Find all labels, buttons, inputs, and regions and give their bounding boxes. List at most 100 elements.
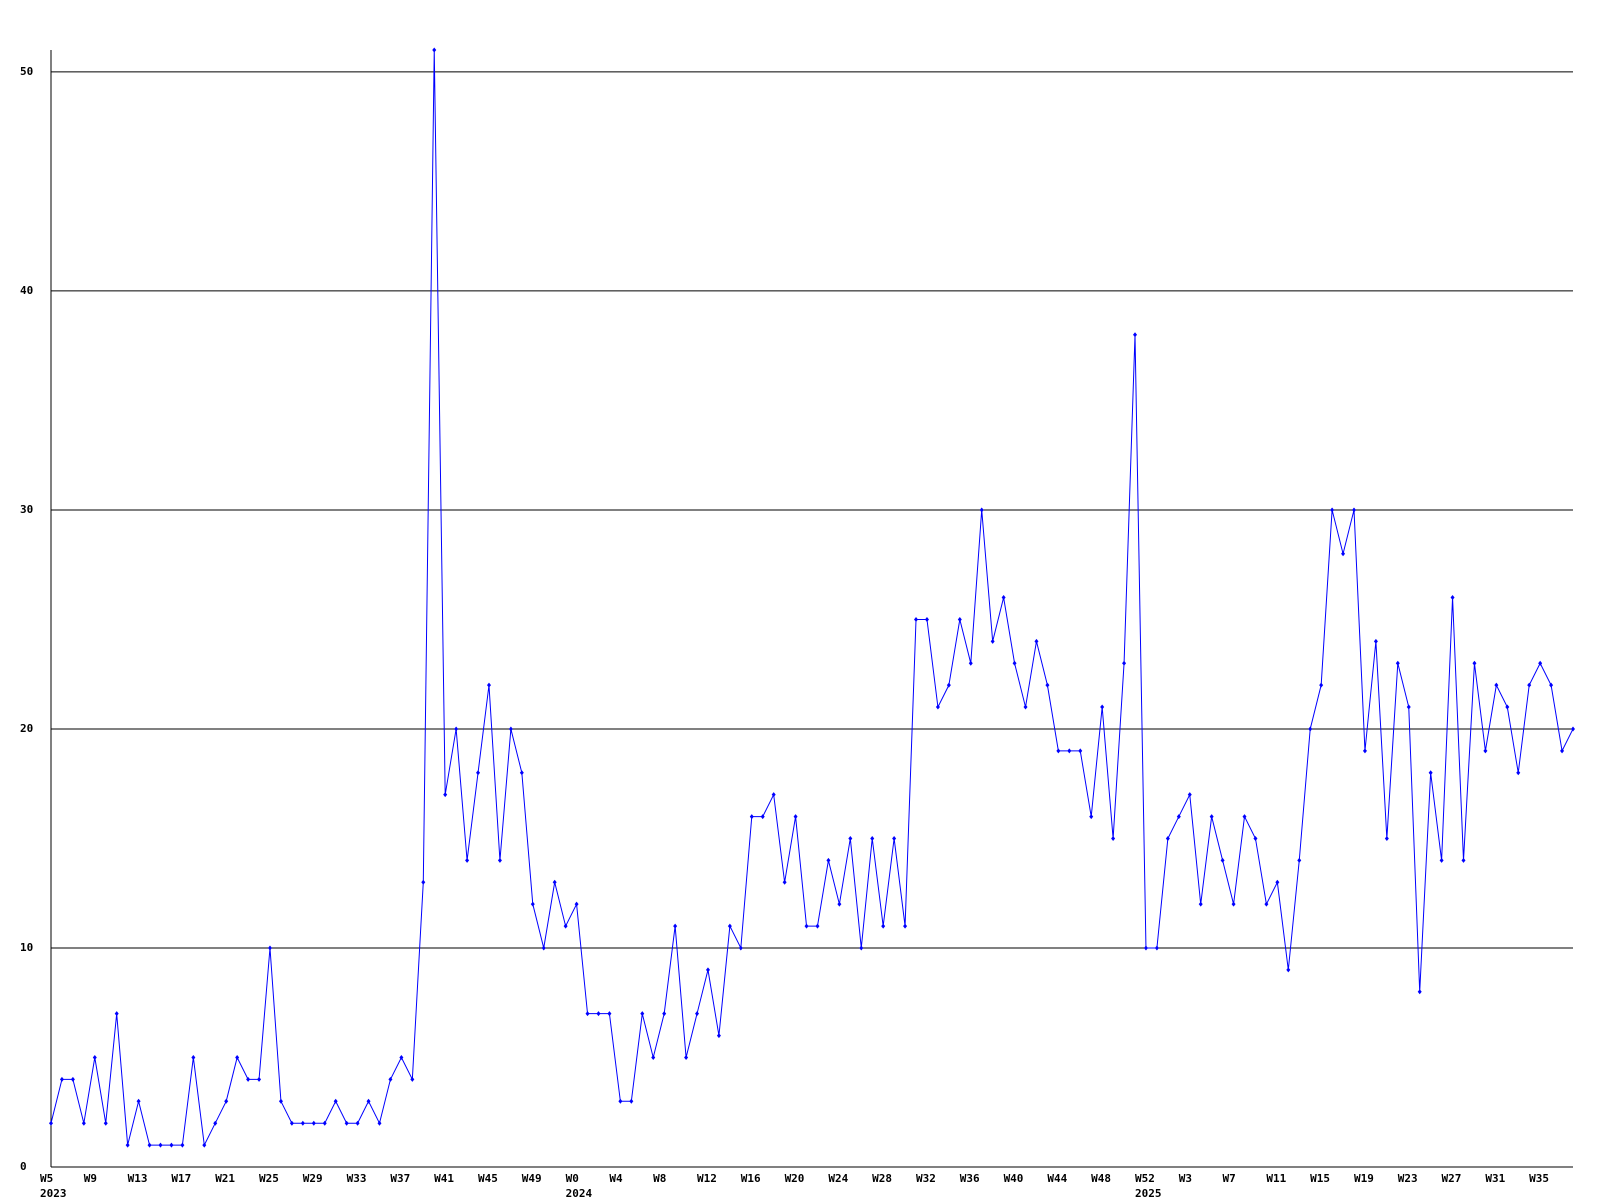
point-marker (443, 792, 448, 798)
point-marker (508, 726, 513, 732)
point-marker (1100, 704, 1105, 710)
point-marker (695, 1011, 700, 1017)
point-marker (1505, 704, 1510, 710)
y-tick-label: 50 (20, 65, 33, 78)
point-marker (1527, 682, 1532, 688)
point-marker (1352, 507, 1357, 513)
x-tick-label: W44 (1047, 1172, 1067, 1185)
point-marker (1089, 814, 1094, 820)
point-marker (903, 923, 908, 929)
point-marker (815, 923, 820, 929)
point-marker (1023, 704, 1028, 710)
point-marker (1067, 748, 1072, 754)
x-tick-label: W5 (40, 1172, 53, 1185)
point-marker (673, 923, 678, 929)
x-tick-label: W13 (128, 1172, 148, 1185)
x-tick-label: W0 (566, 1172, 579, 1185)
x-tick-label: W21 (215, 1172, 235, 1185)
x-tick-label: W27 (1442, 1172, 1462, 1185)
point-marker (924, 616, 929, 622)
point-marker (1406, 704, 1411, 710)
point-marker (1176, 814, 1181, 820)
point-marker (870, 835, 875, 841)
point-marker (213, 1120, 218, 1126)
point-marker (333, 1098, 338, 1104)
point-marker (81, 1120, 86, 1126)
point-marker (1560, 748, 1565, 754)
point-marker (92, 1054, 97, 1060)
point-marker (476, 770, 481, 776)
point-marker (432, 47, 437, 53)
point-marker (1549, 682, 1554, 688)
x-tick-label: W3 (1179, 1172, 1192, 1185)
point-marker (1198, 901, 1203, 907)
point-marker (1209, 814, 1214, 820)
point-marker (267, 945, 272, 951)
point-marker (300, 1120, 305, 1126)
point-marker (1275, 879, 1280, 885)
point-marker (311, 1120, 316, 1126)
point-marker (191, 1054, 196, 1060)
point-marker (1417, 989, 1422, 995)
point-marker (1264, 901, 1269, 907)
point-marker (366, 1098, 371, 1104)
point-marker (914, 616, 919, 622)
point-marker (158, 1142, 163, 1148)
point-marker (1078, 748, 1083, 754)
x-tick-label: W24 (828, 1172, 848, 1185)
point-marker (738, 945, 743, 951)
point-marker (169, 1142, 174, 1148)
point-marker (410, 1076, 415, 1082)
point-marker (1111, 835, 1116, 841)
point-marker (355, 1120, 360, 1126)
point-marker (49, 1120, 53, 1126)
point-marker (103, 1120, 108, 1126)
point-marker (1056, 748, 1061, 754)
point-marker (716, 1033, 721, 1039)
y-tick-label: 30 (20, 503, 33, 516)
point-marker (1341, 551, 1346, 557)
x-tick-label: W4 (609, 1172, 623, 1185)
x-group-label: 2024 (566, 1187, 593, 1200)
x-tick-label: W37 (390, 1172, 410, 1185)
point-marker (782, 879, 787, 885)
point-marker (935, 704, 940, 710)
point-marker (1165, 835, 1170, 841)
point-marker (1297, 857, 1302, 863)
x-tick-label: W11 (1266, 1172, 1286, 1185)
x-group-label: 2025 (1135, 1187, 1162, 1200)
point-marker (180, 1142, 185, 1148)
point-marker (662, 1011, 667, 1017)
point-marker (235, 1054, 240, 1060)
point-marker (1143, 945, 1148, 951)
point-marker (552, 879, 557, 885)
point-marker (585, 1011, 590, 1017)
point-marker (1154, 945, 1159, 951)
point-marker (1516, 770, 1521, 776)
point-marker (1187, 792, 1192, 798)
point-marker (1472, 660, 1477, 666)
point-marker (705, 967, 710, 973)
point-marker (114, 1011, 119, 1017)
x-tick-label: W49 (522, 1172, 542, 1185)
point-marker (1308, 726, 1313, 732)
point-marker (519, 770, 524, 776)
point-marker (1428, 770, 1433, 776)
x-tick-label: W19 (1354, 1172, 1374, 1185)
point-marker (1253, 835, 1258, 841)
point-marker (727, 923, 732, 929)
point-marker (946, 682, 951, 688)
point-marker (804, 923, 809, 929)
point-marker (388, 1076, 393, 1082)
point-marker (892, 835, 897, 841)
point-marker (344, 1120, 349, 1126)
point-marker (147, 1142, 152, 1148)
point-marker (1461, 857, 1466, 863)
point-marker (1483, 748, 1488, 754)
point-marker (257, 1076, 262, 1082)
y-tick-label: 20 (20, 722, 33, 735)
x-tick-label: W17 (171, 1172, 191, 1185)
point-marker (1122, 660, 1127, 666)
point-marker (278, 1098, 283, 1104)
